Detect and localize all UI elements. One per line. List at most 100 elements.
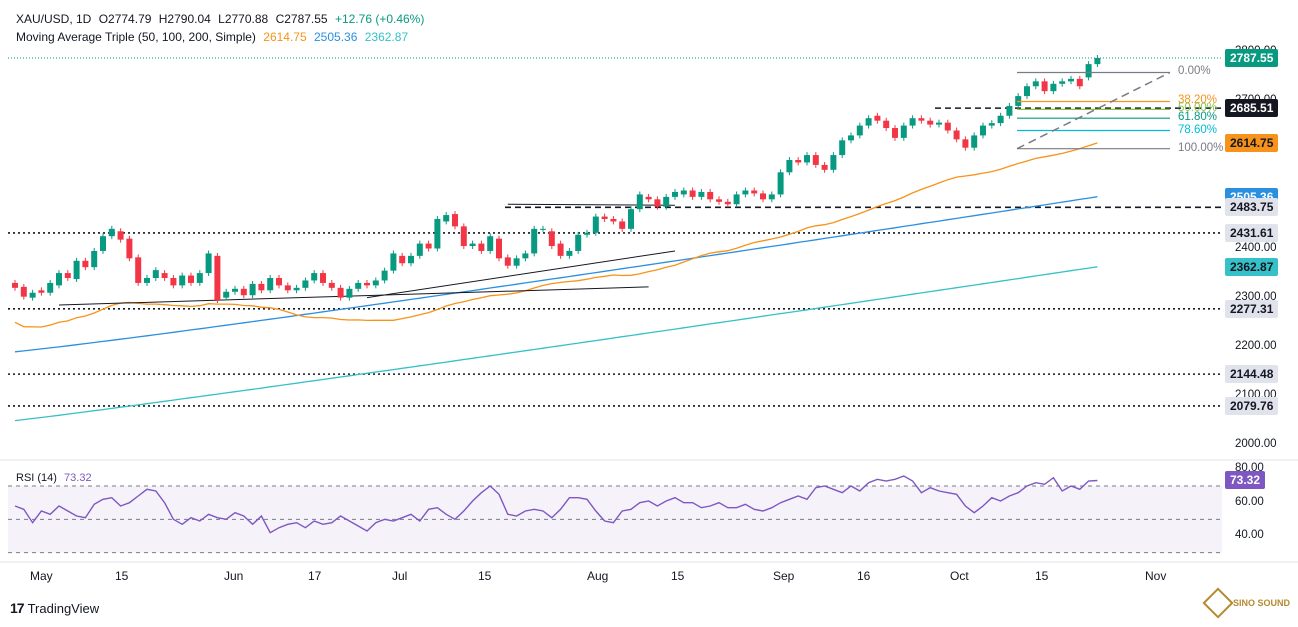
candle-body: [355, 282, 362, 289]
candle-body: [443, 215, 450, 222]
candle-body: [64, 273, 71, 278]
candle-body: [240, 288, 247, 296]
candle-body: [548, 231, 555, 247]
candle-body: [716, 199, 722, 202]
candle-body: [487, 236, 494, 251]
candle-body: [768, 194, 775, 200]
candle-body: [953, 130, 960, 140]
trendline-rising: [366, 250, 676, 299]
price-tick-7: 2000.00: [1235, 438, 1277, 451]
candle-body: [909, 118, 916, 126]
open-value: O2774.79: [98, 12, 152, 26]
candle-body: [1068, 78, 1074, 82]
candle-body: [267, 278, 274, 291]
candle-body: [20, 286, 27, 297]
candle-body: [320, 273, 326, 283]
candle-body: [592, 216, 599, 233]
ma-legend: Moving Average Triple (50, 100, 200, Sim…: [16, 30, 412, 44]
candle-body: [883, 120, 890, 129]
trendline-support: [58, 286, 649, 306]
x-tick-0: May: [30, 569, 53, 583]
tradingview-logo-icon: 17: [10, 600, 25, 616]
candle-body: [927, 120, 934, 125]
trendline-top: [507, 203, 676, 206]
candle-body: [804, 155, 810, 163]
ma50-value: 2614.75: [263, 30, 307, 44]
candle-body: [29, 292, 36, 298]
candle-body: [522, 253, 529, 259]
ma200-line: [14, 266, 1098, 422]
candle-body: [284, 285, 291, 291]
candle-body: [733, 194, 740, 205]
candle-body: [452, 214, 458, 227]
candle-body: [636, 194, 643, 210]
candle-body: [144, 278, 150, 283]
candle-body: [91, 250, 98, 268]
fib-label-2: 50.00%: [1178, 102, 1218, 115]
candle-body: [1076, 78, 1083, 87]
price-tag-4: 2483.75: [1225, 198, 1279, 217]
candle-body: [1032, 81, 1039, 87]
brand-name: TradingView: [27, 600, 100, 616]
x-tick-4: Jul: [392, 569, 408, 583]
watermark: SINO SOUND: [1202, 587, 1290, 619]
fib-label-1: 38.20%: [1178, 94, 1218, 107]
candle-body: [856, 125, 863, 136]
x-tick-3: 17: [308, 569, 322, 583]
candle-body: [1094, 57, 1101, 65]
candle-body: [478, 243, 485, 251]
fib-label-4: 78.60%: [1178, 123, 1218, 136]
price-tag-7: 2277.31: [1225, 299, 1279, 318]
candle-body: [161, 273, 168, 278]
candle-body: [513, 258, 520, 266]
candle-body: [293, 287, 300, 291]
candle-body: [337, 287, 344, 298]
candle-body: [434, 219, 441, 249]
price-tick-5: 2200.00: [1235, 339, 1277, 352]
candle-body: [372, 280, 379, 286]
x-tick-2: Jun: [224, 569, 244, 583]
candle-body: [1024, 86, 1030, 97]
rsi-legend-value: 73.32: [64, 472, 92, 484]
candle-body: [496, 238, 502, 259]
price-tag-0: 2787.55: [1225, 48, 1279, 67]
candle-body: [179, 275, 186, 286]
candle-body: [126, 238, 133, 259]
candle-body: [117, 231, 124, 240]
candle-body: [672, 191, 678, 197]
price-tick-3: 2400.00: [1235, 241, 1277, 254]
candle-body: [645, 196, 652, 200]
x-tick-1: 15: [115, 569, 129, 583]
candle-body: [504, 257, 511, 266]
candle-body: [584, 232, 590, 235]
candle-body: [38, 290, 45, 293]
x-tick-11: 15: [1035, 569, 1049, 583]
x-tick-5: 15: [478, 569, 492, 583]
candle-body: [82, 260, 89, 268]
fib-label-5: 100.00%: [1178, 141, 1224, 154]
candle-body: [812, 155, 819, 165]
candle-body: [892, 128, 898, 138]
candle-body: [214, 255, 221, 301]
candle-body: [531, 228, 538, 254]
candle-body: [575, 234, 582, 251]
ma100-line: [14, 196, 1098, 353]
ma50-line: [14, 142, 1098, 328]
candle-body: [663, 196, 670, 207]
candle-body: [1050, 83, 1057, 92]
candle-body: [997, 115, 1004, 124]
x-tick-7: 15: [671, 569, 685, 583]
rsi-legend: RSI (14) 73.32: [16, 472, 96, 484]
candle-body: [188, 275, 194, 283]
rsi-pane: [8, 475, 1222, 554]
candle-body: [364, 282, 370, 286]
candle-body: [971, 135, 978, 148]
candle-body: [311, 273, 318, 281]
candle-body: [328, 282, 335, 288]
candle-body: [874, 115, 881, 121]
candle-body: [1041, 81, 1048, 92]
candle-body: [408, 255, 414, 264]
candle-body: [936, 122, 942, 125]
candle-body: [416, 243, 423, 256]
candle-body: [830, 155, 837, 170]
